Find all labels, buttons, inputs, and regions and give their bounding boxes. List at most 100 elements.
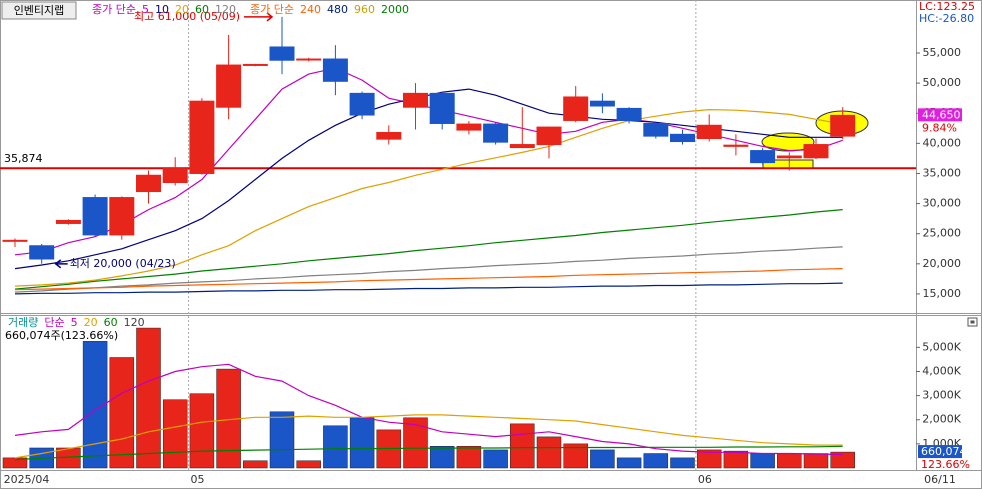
- legend-label: 5: [71, 316, 78, 329]
- candle-body: [429, 92, 455, 124]
- candle-body: [136, 174, 161, 193]
- candle-body: [536, 126, 562, 146]
- last-volume-label: 660,074: [921, 445, 967, 458]
- volume-bar: [590, 449, 615, 469]
- candle-body: [803, 144, 829, 159]
- volume-bar: [696, 449, 722, 469]
- volume-bar: [323, 425, 348, 469]
- candle-body: [29, 245, 55, 260]
- moving-average: [14, 108, 843, 287]
- legend-label: 종가 단순: [92, 3, 136, 16]
- legend-label: 거래량: [8, 316, 38, 329]
- candle-body: [376, 132, 402, 140]
- candle-body: [670, 133, 695, 143]
- x-tick-label: 06: [698, 473, 712, 486]
- candle-body: [509, 144, 535, 149]
- volume-bar: [643, 453, 669, 469]
- y-tick-label: 50,000: [923, 76, 962, 89]
- candle-body: [723, 144, 749, 147]
- candle-body: [162, 168, 188, 184]
- last-volume-box: [918, 445, 962, 459]
- moving-average: [14, 282, 843, 295]
- legend-label: 60: [195, 3, 209, 16]
- candle-body: [563, 96, 589, 121]
- candle-body: [483, 123, 509, 143]
- candle-body: [55, 219, 81, 224]
- candle-body: [242, 63, 268, 66]
- volume-bar: [349, 417, 375, 469]
- legend-label: 20: [84, 316, 98, 329]
- legend-label: 종가 단순: [250, 3, 294, 16]
- y-tick-label: 55,000: [923, 46, 962, 59]
- volume-bar: [483, 449, 508, 469]
- legend-label: 20: [175, 3, 189, 16]
- legend-label: 240: [300, 3, 321, 16]
- volume-bar: [296, 460, 321, 469]
- candle-body: [349, 92, 375, 116]
- last-volume-change: 123.66%: [921, 458, 970, 471]
- volume-bar: [536, 436, 562, 469]
- volume-bar: [403, 417, 428, 469]
- legend-label: 인벤티지랩: [80, 3, 131, 16]
- candle-body: [189, 100, 215, 174]
- volume-bar: [189, 393, 215, 469]
- legend-label: 960: [354, 3, 375, 16]
- candle-body: [589, 100, 615, 107]
- legend-label: 5: [142, 3, 149, 16]
- volume-bar: [750, 453, 775, 469]
- y-tick-label: 5,000K: [922, 340, 961, 353]
- candle-body: [216, 64, 242, 108]
- candle-body: [322, 58, 348, 82]
- low-label: 최저 20,000 (04/23): [70, 257, 176, 270]
- candle-body: [643, 122, 669, 137]
- candle-body: [696, 124, 722, 140]
- stat-label: HC:-26.80: [919, 12, 974, 25]
- candle-body: [82, 197, 108, 236]
- candle-body: [403, 92, 428, 108]
- y-tick-label: 30,000: [923, 197, 962, 210]
- candle-body: [296, 58, 322, 61]
- legend-label: 120: [124, 316, 145, 329]
- y-tick-label: 25,000: [923, 227, 962, 240]
- volume-bar: [269, 411, 295, 469]
- reference-label: 35,874: [4, 152, 43, 165]
- legend-label: 10: [155, 3, 169, 16]
- volume-average: [14, 363, 843, 456]
- volume-bar: [162, 399, 188, 469]
- moving-average: [14, 209, 843, 290]
- y-tick-label: 2,000K: [922, 413, 961, 426]
- title-box: [1, 1, 77, 20]
- stat-label: LC:123.25: [919, 0, 975, 13]
- volume-bar: [616, 457, 642, 469]
- legend-label: 60: [104, 316, 118, 329]
- candle-body: [776, 155, 802, 159]
- legend-label: 480: [327, 3, 348, 16]
- high-arrow: [244, 12, 274, 22]
- y-tick-label: 20,000: [923, 257, 962, 270]
- volume-bar: [243, 460, 268, 469]
- legend-label: 2000: [381, 3, 409, 16]
- volume-average: [14, 445, 843, 461]
- volume-bar: [510, 423, 535, 469]
- volume-bar: [429, 446, 455, 469]
- volume-bar: [670, 457, 695, 469]
- volume-bar: [456, 446, 482, 469]
- stock-name: 인벤티지랩: [14, 4, 65, 17]
- high-label: 최고 61,000 (05/09): [134, 10, 240, 23]
- volume-info: 660,074주(123.66%): [5, 329, 118, 342]
- moving-average: [14, 268, 843, 291]
- candle-body: [456, 123, 482, 131]
- x-tick-label: 05: [191, 473, 205, 486]
- candle-body: [2, 239, 28, 242]
- candle-body: [750, 150, 776, 164]
- candle-body: [109, 197, 135, 236]
- x-tick-label: 2025/04: [4, 473, 50, 486]
- cursor-date: 06/11: [924, 473, 956, 486]
- legend-label: 단순: [44, 316, 64, 329]
- y-tick-label: 40,000: [923, 136, 962, 149]
- volume-bar: [723, 450, 749, 469]
- y-tick-label: 4,000K: [922, 364, 961, 377]
- moving-average: [14, 246, 843, 293]
- last-price-label: 44,650: [922, 108, 961, 121]
